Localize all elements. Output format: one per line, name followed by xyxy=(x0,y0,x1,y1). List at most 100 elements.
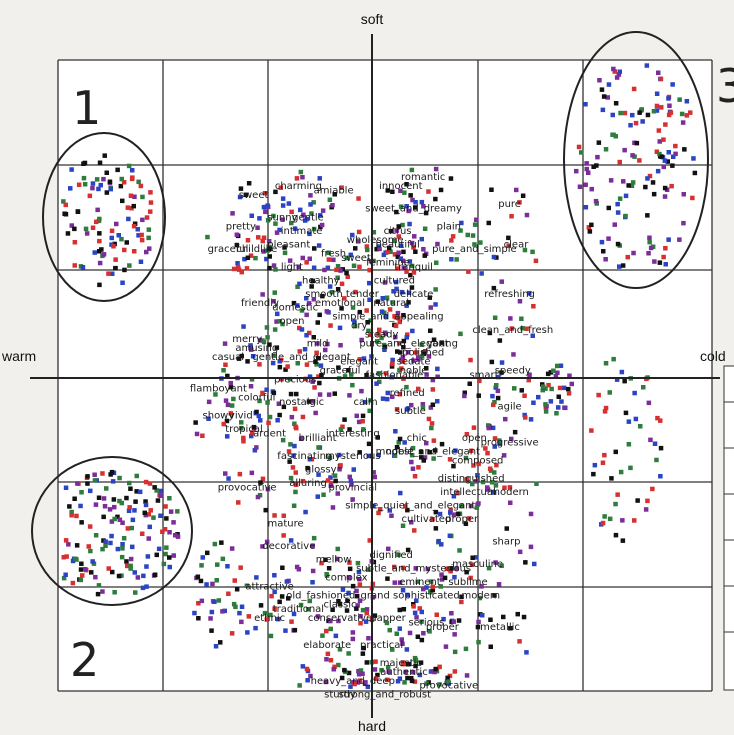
data-point xyxy=(499,563,504,568)
data-point xyxy=(100,546,105,552)
data-point xyxy=(332,391,337,396)
data-point xyxy=(239,353,244,359)
data-point xyxy=(196,616,201,621)
data-point xyxy=(329,290,335,295)
data-point xyxy=(431,337,437,342)
data-point xyxy=(290,465,296,470)
data-point xyxy=(476,461,481,467)
data-point xyxy=(366,328,371,334)
data-point xyxy=(613,449,618,455)
data-point xyxy=(364,308,369,313)
data-point xyxy=(312,246,317,251)
data-point xyxy=(146,227,152,232)
word-label: noble_and_elegant xyxy=(386,447,480,458)
data-point xyxy=(404,647,410,652)
side-table-fragment xyxy=(723,365,734,691)
data-point xyxy=(368,398,373,403)
word-label: nostalgic xyxy=(279,397,324,408)
data-point xyxy=(435,366,440,372)
data-point xyxy=(400,355,406,360)
data-point xyxy=(373,676,379,681)
data-point xyxy=(358,668,364,673)
data-point xyxy=(206,416,211,421)
data-point xyxy=(392,252,398,257)
data-point xyxy=(654,457,659,463)
data-point xyxy=(451,619,456,624)
data-point xyxy=(257,362,262,367)
data-point xyxy=(366,567,371,572)
data-point xyxy=(690,195,695,201)
data-point xyxy=(332,664,337,670)
data-point xyxy=(228,384,234,390)
data-point xyxy=(637,158,642,163)
data-point xyxy=(327,284,333,289)
word-label: young xyxy=(427,339,458,350)
data-point xyxy=(363,680,368,685)
data-point xyxy=(494,462,499,468)
data-point xyxy=(646,400,652,406)
data-point xyxy=(80,265,86,270)
data-point xyxy=(102,153,107,158)
data-point xyxy=(600,460,606,465)
data-point xyxy=(246,614,252,619)
data-point xyxy=(110,569,115,575)
data-point xyxy=(90,181,96,186)
data-point xyxy=(670,82,675,87)
data-point xyxy=(297,325,302,331)
data-point xyxy=(272,606,277,611)
data-point xyxy=(274,230,280,235)
data-point xyxy=(350,382,355,388)
data-point xyxy=(75,481,80,486)
data-point xyxy=(394,445,400,450)
data-point xyxy=(136,179,141,185)
word-label: eminent xyxy=(399,577,441,588)
data-point xyxy=(147,481,153,486)
data-point xyxy=(353,289,358,295)
data-point xyxy=(663,262,668,267)
data-point xyxy=(286,449,292,454)
data-point xyxy=(445,675,450,681)
data-point xyxy=(393,334,398,340)
data-point xyxy=(239,604,245,609)
data-point xyxy=(175,534,181,539)
data-point xyxy=(416,386,421,392)
data-point xyxy=(377,246,382,252)
data-point xyxy=(140,585,146,591)
data-point xyxy=(335,287,341,292)
data-point xyxy=(326,257,332,262)
data-point xyxy=(344,608,350,613)
data-point xyxy=(584,161,589,166)
data-point xyxy=(348,252,353,258)
data-point xyxy=(238,186,244,191)
data-point xyxy=(342,417,347,422)
data-point xyxy=(524,326,529,331)
data-point xyxy=(113,265,118,271)
data-point xyxy=(307,374,313,379)
data-point xyxy=(661,254,666,260)
word-label: progressive xyxy=(481,438,539,449)
data-point xyxy=(409,678,415,684)
data-point xyxy=(205,550,210,556)
data-point xyxy=(328,480,334,486)
word-label: modern xyxy=(461,591,500,602)
word-label: intellectual xyxy=(440,487,496,498)
data-point xyxy=(342,667,347,673)
data-point xyxy=(258,480,263,485)
data-point xyxy=(139,232,144,238)
data-point xyxy=(293,470,298,475)
data-point xyxy=(489,480,495,485)
data-point xyxy=(119,236,124,242)
data-point xyxy=(85,474,90,479)
data-point xyxy=(657,151,662,157)
word-label: childlike xyxy=(236,244,277,255)
data-point xyxy=(221,368,226,373)
data-point xyxy=(234,587,240,592)
data-point xyxy=(139,237,145,243)
data-point xyxy=(491,254,497,260)
data-point xyxy=(449,238,454,243)
data-point xyxy=(121,180,127,185)
word-label: smart xyxy=(469,370,498,381)
data-point xyxy=(265,486,271,492)
data-point xyxy=(295,361,300,366)
word-label: composed xyxy=(452,456,504,467)
